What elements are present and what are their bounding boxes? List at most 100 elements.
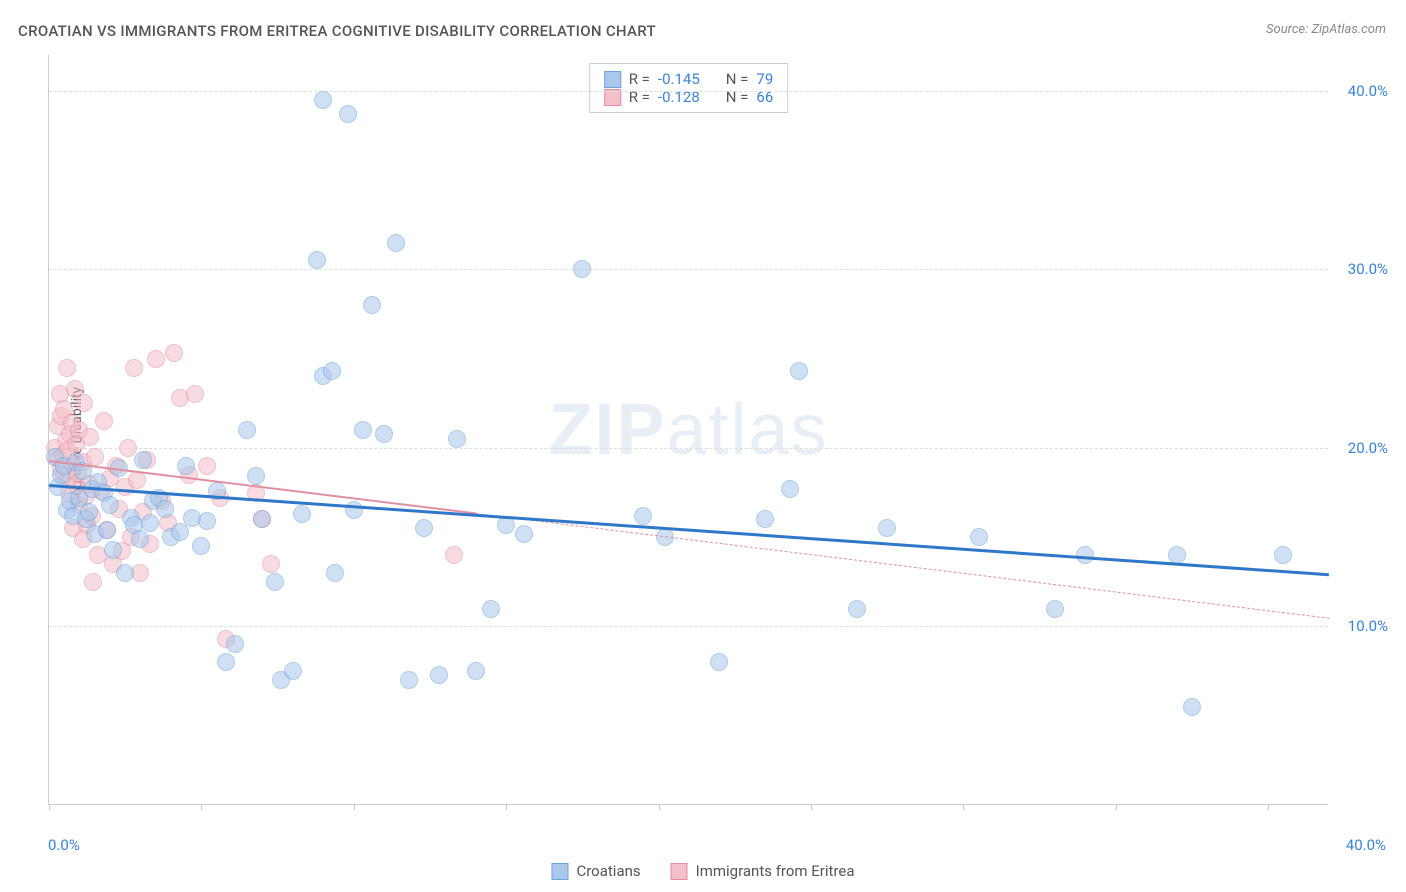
- data-point-croatians: [98, 521, 116, 539]
- data-point-croatians: [448, 430, 466, 448]
- watermark-zip: ZIP: [548, 390, 666, 470]
- gridline: [49, 626, 1328, 627]
- series-legend: Croatians Immigrants from Eritrea: [551, 862, 854, 880]
- r-prefix: R =: [629, 70, 650, 88]
- data-point-croatians: [756, 510, 774, 528]
- data-point-croatians: [101, 496, 119, 514]
- ytick-label: 20.0%: [1348, 439, 1388, 457]
- data-point-croatians: [308, 251, 326, 269]
- gridline: [49, 448, 1328, 449]
- data-point-eritrea: [125, 359, 143, 377]
- data-point-croatians: [354, 421, 372, 439]
- data-point-eritrea: [95, 412, 113, 430]
- data-point-eritrea: [119, 439, 137, 457]
- xtick: [963, 804, 964, 810]
- data-point-eritrea: [147, 350, 165, 368]
- data-point-eritrea: [262, 555, 280, 573]
- data-point-croatians: [217, 653, 235, 671]
- xtick: [354, 804, 355, 810]
- xtick: [1268, 804, 1269, 810]
- swatch-croatians: [604, 71, 621, 88]
- data-point-croatians: [238, 421, 256, 439]
- data-point-croatians: [363, 296, 381, 314]
- data-point-croatians: [131, 530, 149, 548]
- watermark: ZIPatlas: [548, 389, 828, 471]
- data-point-croatians: [171, 523, 189, 541]
- data-point-croatians: [177, 457, 195, 475]
- data-point-croatians: [781, 480, 799, 498]
- data-point-croatians: [375, 425, 393, 443]
- data-point-croatians: [573, 260, 591, 278]
- x-start-label: 0.0%: [48, 836, 80, 854]
- xtick: [811, 804, 812, 810]
- data-point-croatians: [515, 525, 533, 543]
- data-point-croatians: [293, 505, 311, 523]
- xtick: [49, 804, 50, 810]
- swatch-eritrea: [671, 863, 688, 880]
- data-point-croatians: [323, 362, 341, 380]
- data-point-croatians: [104, 541, 122, 559]
- data-point-croatians: [314, 91, 332, 109]
- series-label-eritrea: Immigrants from Eritrea: [696, 862, 855, 880]
- gridline: [49, 269, 1328, 270]
- data-point-eritrea: [86, 448, 104, 466]
- plot-area: ZIPatlas R = -0.145 N = 79 R = -0.128 N …: [48, 55, 1328, 805]
- data-point-croatians: [284, 662, 302, 680]
- data-point-croatians: [192, 537, 210, 555]
- swatch-croatians: [551, 863, 568, 880]
- data-point-croatians: [253, 510, 271, 528]
- data-point-croatians: [247, 467, 265, 485]
- legend-item-croatians: Croatians: [551, 862, 640, 880]
- data-point-eritrea: [165, 344, 183, 362]
- series-label-croatians: Croatians: [576, 862, 640, 880]
- xtick: [1116, 804, 1117, 810]
- data-point-croatians: [1183, 698, 1201, 716]
- data-point-croatians: [467, 662, 485, 680]
- data-point-croatians: [1274, 546, 1292, 564]
- xtick: [201, 804, 202, 810]
- data-point-croatians: [848, 600, 866, 618]
- data-point-croatians: [634, 507, 652, 525]
- data-point-croatians: [226, 635, 244, 653]
- data-point-croatians: [326, 564, 344, 582]
- data-point-croatians: [878, 519, 896, 537]
- gridline: [49, 91, 1328, 92]
- data-point-croatians: [198, 512, 216, 530]
- data-point-croatians: [970, 528, 988, 546]
- data-point-eritrea: [198, 457, 216, 475]
- chart-title: CROATIAN VS IMMIGRANTS FROM ERITREA COGN…: [18, 22, 656, 40]
- n-prefix: N =: [726, 70, 749, 88]
- data-point-croatians: [430, 666, 448, 684]
- ytick-label: 40.0%: [1348, 82, 1388, 100]
- data-point-croatians: [415, 519, 433, 537]
- legend-row-croatians: R = -0.145 N = 79: [604, 70, 774, 88]
- data-point-eritrea: [84, 573, 102, 591]
- data-point-croatians: [116, 564, 134, 582]
- data-point-croatians: [710, 653, 728, 671]
- ytick-label: 30.0%: [1348, 260, 1388, 278]
- data-point-eritrea: [58, 359, 76, 377]
- data-point-croatians: [339, 105, 357, 123]
- source-name: ZipAtlas.com: [1311, 22, 1386, 37]
- data-point-croatians: [790, 362, 808, 380]
- trend-line: [49, 484, 1329, 576]
- legend-item-eritrea: Immigrants from Eritrea: [671, 862, 855, 880]
- source-label: Source:: [1266, 22, 1311, 37]
- xtick: [659, 804, 660, 810]
- ytick-label: 10.0%: [1348, 617, 1388, 635]
- data-point-croatians: [80, 503, 98, 521]
- data-point-eritrea: [81, 428, 99, 446]
- data-point-croatians: [1046, 600, 1064, 618]
- data-point-croatians: [134, 451, 152, 469]
- x-end-label: 40.0%: [1346, 836, 1386, 854]
- n-value-croatians: 79: [756, 70, 773, 88]
- source-credit: Source: ZipAtlas.com: [1266, 22, 1386, 37]
- data-point-croatians: [266, 573, 284, 591]
- correlation-legend: R = -0.145 N = 79 R = -0.128 N = 66: [589, 63, 789, 113]
- data-point-eritrea: [445, 546, 463, 564]
- data-point-eritrea: [186, 385, 204, 403]
- data-point-croatians: [482, 600, 500, 618]
- xtick: [506, 804, 507, 810]
- data-point-eritrea: [75, 394, 93, 412]
- data-point-croatians: [387, 234, 405, 252]
